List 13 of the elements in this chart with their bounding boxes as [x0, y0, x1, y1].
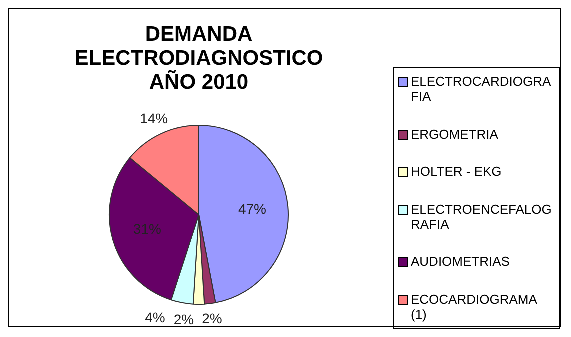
legend-label: ELECTROCARDIOGRAFIA [411, 74, 552, 104]
data-label: 47% [238, 200, 266, 217]
legend-label: ERGOMETRIA [411, 126, 498, 142]
data-label: 2% [202, 310, 222, 327]
data-label: 4% [145, 309, 166, 326]
legend-label: HOLTER - EKG [411, 164, 502, 180]
chart-title: DEMANDA ELECTRODIAGNOSTICO AÑO 2010 [74, 22, 324, 95]
data-label: 2% [174, 311, 194, 328]
legend-label: ELECTROENCEFALOGRAFIA [411, 202, 553, 232]
data-label: 14% [140, 110, 168, 126]
legend-label: AUDIOMETRIAS [411, 254, 510, 270]
legend-label: ECOCARDIOGRAMA (1) [411, 292, 538, 322]
data-label: 31% [133, 220, 162, 237]
